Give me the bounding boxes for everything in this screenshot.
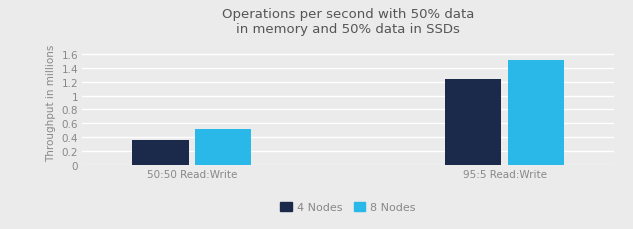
Bar [508, 60, 564, 165]
Y-axis label: Throughput in millions: Throughput in millions [46, 45, 56, 161]
Title: Operations per second with 50% data
in memory and 50% data in SSDs: Operations per second with 50% data in m… [222, 8, 474, 36]
Bar [132, 141, 189, 165]
Legend: 4 Nodes, 8 Nodes: 4 Nodes, 8 Nodes [276, 198, 420, 217]
Bar [195, 129, 251, 165]
Bar [445, 80, 501, 165]
